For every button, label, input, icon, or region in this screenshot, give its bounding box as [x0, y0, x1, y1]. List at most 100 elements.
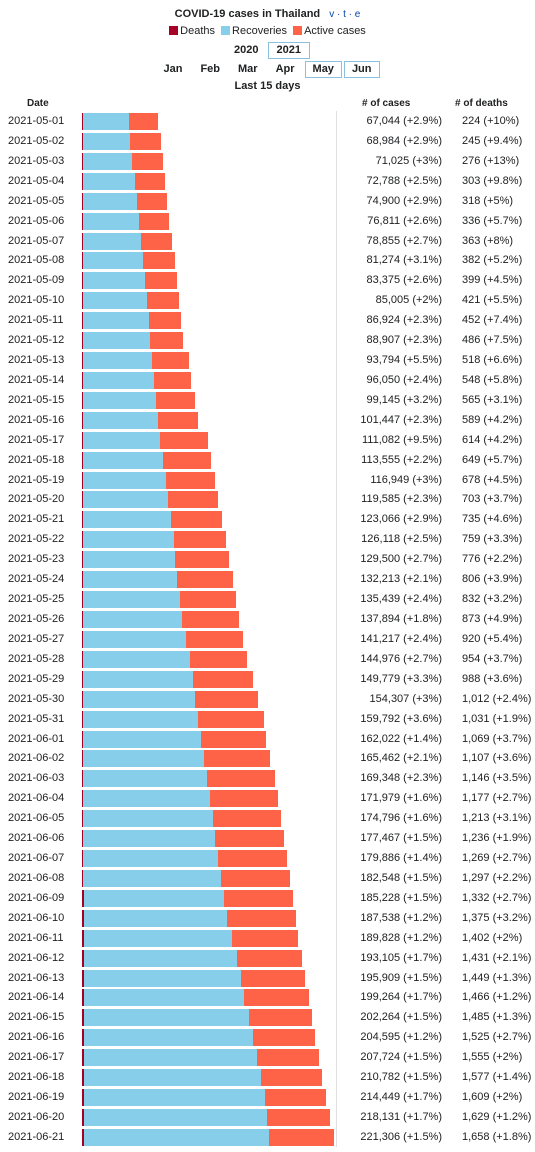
- column-header-cases: # of cases: [362, 98, 411, 109]
- row-cases: 132,213 (+2.1%): [360, 573, 442, 586]
- table-row: 2021-06-12 193,105 (+1.7%) 1,431 (+2.1%): [0, 948, 535, 967]
- bar-segment-deaths: [82, 411, 83, 429]
- table-row: 2021-06-09 185,228 (+1.5%) 1,332 (+2.7%): [0, 888, 535, 907]
- bar-segment-recoveries: [83, 511, 172, 529]
- month-button-jan[interactable]: Jan: [163, 63, 183, 75]
- row-deaths: 1,213 (+3.1%): [462, 812, 532, 825]
- bar-segment-recoveries: [83, 571, 177, 589]
- month-button-mar[interactable]: Mar: [238, 63, 258, 75]
- bar-segment-deaths: [82, 591, 83, 609]
- bar-segment-recoveries: [83, 790, 210, 808]
- bar-segment-active-cases: [150, 332, 184, 350]
- bar-segment-active-cases: [186, 630, 243, 648]
- month-button-may[interactable]: May: [304, 61, 342, 78]
- month-button-jun[interactable]: Jun: [343, 61, 380, 78]
- table-row: 2021-05-13 93,794 (+5.5%) 518 (+6.6%): [0, 350, 535, 370]
- row-date: 2021-06-17: [8, 1051, 65, 1064]
- bar-segment-active-cases: [159, 431, 209, 449]
- row-cases: 67,044 (+2.9%): [366, 115, 442, 127]
- table-row: 2021-06-15 202,264 (+1.5%) 1,485 (+1.3%): [0, 1007, 535, 1027]
- bar-segment-deaths: [82, 511, 83, 529]
- year-button-2020[interactable]: 2020: [234, 44, 259, 56]
- row-deaths: 565 (+3.1%): [462, 393, 523, 406]
- row-cases: 149,779 (+3.3%): [360, 672, 442, 685]
- table-row: 2021-06-08 182,548 (+1.5%) 1,297 (+2.2%): [0, 868, 535, 887]
- bar-segment-deaths: [82, 929, 84, 947]
- row-deaths: 1,107 (+3.6%): [462, 752, 532, 765]
- row-deaths: 1,402 (+2%): [462, 931, 523, 944]
- stacked-bar: [82, 889, 293, 907]
- stacked-bar: [82, 511, 223, 529]
- row-cases: 129,500 (+2.7%): [360, 553, 442, 566]
- row-deaths: 776 (+2.2%): [462, 553, 523, 566]
- row-date: 2021-05-27: [8, 632, 65, 645]
- row-cases: 187,538 (+1.2%): [360, 911, 442, 924]
- bar-segment-recoveries: [83, 810, 213, 828]
- bar-segment-deaths: [82, 1029, 84, 1047]
- bar-segment-deaths: [82, 969, 84, 987]
- bar-segment-recoveries: [83, 132, 131, 150]
- stacked-bar: [82, 1049, 319, 1067]
- bar-segment-active-cases: [212, 810, 282, 828]
- vte-links[interactable]: v · t · e: [329, 9, 361, 20]
- table-row: 2021-05-18 113,555 (+2.2%) 649 (+5.7%): [0, 450, 535, 469]
- bar-segment-recoveries: [83, 312, 149, 330]
- row-date: 2021-05-13: [8, 354, 65, 367]
- bar-segment-active-cases: [136, 192, 168, 210]
- column-header-deaths: # of deaths: [455, 98, 508, 109]
- bar-segment-deaths: [82, 630, 84, 648]
- row-deaths: 1,269 (+2.7%): [462, 852, 532, 865]
- bar-segment-active-cases: [143, 252, 175, 270]
- table-row: 2021-06-13 195,909 (+1.5%) 1,449 (+1.3%): [0, 968, 535, 987]
- bar-segment-active-cases: [269, 1128, 334, 1146]
- row-cases: 99,145 (+3.2%): [366, 393, 442, 406]
- row-deaths: 1,609 (+2%): [462, 1091, 523, 1104]
- bar-segment-active-cases: [201, 730, 267, 748]
- row-cases: 72,788 (+2.5%): [366, 174, 442, 187]
- month-button-apr[interactable]: Apr: [275, 63, 295, 75]
- row-cases: 71,025 (+3%): [375, 154, 442, 167]
- row-date: 2021-06-05: [8, 812, 65, 825]
- row-date: 2021-05-10: [8, 294, 65, 307]
- row-date: 2021-06-18: [8, 1071, 65, 1084]
- stacked-bar: [82, 192, 168, 210]
- bar-segment-active-cases: [240, 969, 306, 987]
- bar-segment-deaths: [82, 730, 84, 748]
- bar-segment-active-cases: [215, 830, 285, 848]
- bar-segment-active-cases: [146, 292, 179, 310]
- bar-segment-recoveries: [83, 1109, 268, 1126]
- bar-segment-deaths: [82, 551, 83, 569]
- row-date: 2021-05-25: [8, 593, 65, 606]
- table-row: 2021-06-01 162,022 (+1.4%) 1,069 (+3.7%): [0, 729, 535, 748]
- stacked-bar: [82, 670, 253, 688]
- bar-segment-deaths: [82, 889, 84, 907]
- bar-segment-deaths: [82, 909, 84, 927]
- row-date: 2021-06-19: [8, 1091, 65, 1104]
- bar-segment-recoveries: [83, 969, 241, 987]
- bar-segment-deaths: [82, 352, 83, 370]
- row-date: 2021-05-14: [8, 373, 65, 386]
- bar-segment-active-cases: [171, 511, 223, 529]
- row-date: 2021-05-16: [8, 413, 65, 426]
- row-date: 2021-05-15: [8, 393, 65, 406]
- stacked-bar: [82, 113, 159, 130]
- bar-segment-deaths: [82, 810, 84, 828]
- stacked-bar: [82, 790, 278, 808]
- month-button-feb[interactable]: Feb: [200, 63, 221, 75]
- bar-segment-recoveries: [83, 411, 158, 429]
- row-cases: 189,828 (+1.2%): [360, 931, 442, 944]
- range-label-last-15-days[interactable]: Last 15 days: [234, 80, 301, 92]
- bar-segment-recoveries: [83, 491, 169, 509]
- stacked-bar: [82, 431, 209, 449]
- bar-segment-active-cases: [141, 232, 172, 250]
- bar-segment-deaths: [82, 650, 84, 668]
- row-cases: 81,274 (+3.1%): [366, 254, 442, 267]
- table-row: 2021-05-29 149,779 (+3.3%) 988 (+3.6%): [0, 669, 535, 688]
- year-button-2021[interactable]: 2021: [267, 42, 310, 59]
- row-deaths: 832 (+3.2%): [462, 593, 523, 606]
- row-date: 2021-06-04: [8, 792, 65, 805]
- stacked-bar: [82, 1069, 322, 1087]
- bar-segment-active-cases: [206, 770, 275, 788]
- row-date: 2021-05-23: [8, 553, 65, 566]
- bar-segment-recoveries: [83, 730, 202, 748]
